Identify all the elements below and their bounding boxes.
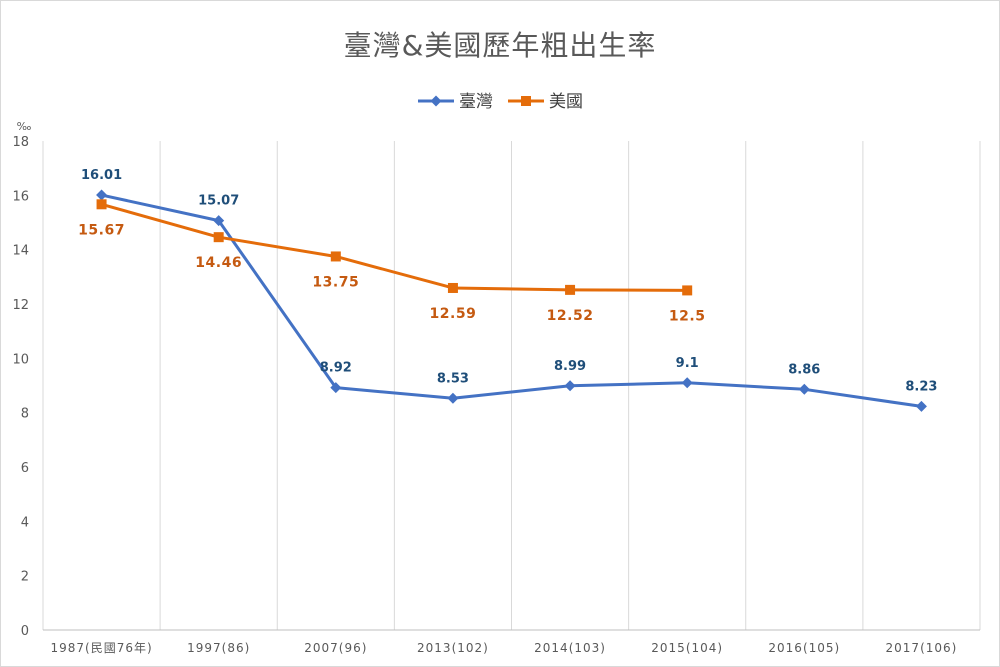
y-tick-label: 4 bbox=[21, 515, 29, 530]
data-label: 8.23 bbox=[905, 379, 937, 394]
data-point-marker bbox=[682, 285, 693, 296]
x-tick-label: 2015(104) bbox=[651, 641, 723, 655]
y-tick-label: 14 bbox=[12, 244, 29, 259]
y-tick-label: 0 bbox=[21, 624, 29, 639]
data-label: 13.75 bbox=[312, 274, 359, 290]
x-tick-label: 2013(102) bbox=[417, 641, 489, 655]
data-label: 12.59 bbox=[430, 306, 477, 322]
legend-label: 美國 bbox=[549, 92, 583, 112]
data-point-marker bbox=[213, 215, 225, 227]
x-tick-label: 2016(105) bbox=[768, 641, 840, 655]
data-point-marker bbox=[564, 380, 576, 392]
axes: 0 2 4 6 8 10 12 14 16 18 1987(民國76年) 1997(86) 2007(9… bbox=[12, 135, 980, 655]
y-axis-unit: ‰ bbox=[17, 120, 32, 133]
data-label: 12.52 bbox=[547, 308, 594, 324]
data-label: 9.1 bbox=[676, 356, 699, 371]
series-usa bbox=[96, 199, 693, 296]
data-point-marker bbox=[681, 377, 693, 389]
data-point-marker bbox=[430, 95, 442, 107]
x-tick-label: 2014(103) bbox=[534, 641, 606, 655]
data-label: 14.46 bbox=[195, 255, 242, 271]
y-tick-label: 6 bbox=[21, 461, 29, 476]
data-label: 15.67 bbox=[78, 222, 125, 238]
x-tick-label: 2007(96) bbox=[304, 641, 367, 655]
data-point-marker bbox=[521, 96, 531, 106]
legend-label: 臺灣 bbox=[459, 92, 493, 112]
data-label: 15.07 bbox=[198, 194, 239, 209]
data-point-marker bbox=[565, 284, 576, 295]
chart-title: 臺灣&美國歷年粗出生率 bbox=[344, 29, 657, 62]
data-point-marker bbox=[330, 382, 342, 394]
x-tick-label: 1997(86) bbox=[187, 641, 250, 655]
data-point-marker bbox=[96, 199, 107, 210]
data-label: 12.5 bbox=[669, 308, 706, 324]
data-point-marker bbox=[447, 392, 459, 404]
series-group bbox=[96, 189, 927, 412]
legend: 臺灣 美國 bbox=[418, 92, 583, 112]
y-tick-label: 2 bbox=[21, 570, 29, 585]
data-labels: 16.01 15.07 8.92 8.53 8.99 9.1 8.86 8.23 15.67 14… bbox=[78, 168, 937, 394]
data-label: 8.92 bbox=[320, 361, 352, 376]
data-point-marker bbox=[96, 189, 108, 201]
y-tick-label: 16 bbox=[12, 189, 29, 204]
legend-item-taiwan: 臺灣 bbox=[418, 92, 493, 112]
data-point-marker bbox=[915, 400, 927, 412]
data-point-marker bbox=[798, 383, 810, 395]
y-tick-label: 12 bbox=[12, 298, 29, 313]
y-tick-label: 18 bbox=[12, 135, 29, 150]
data-label: 8.53 bbox=[437, 371, 469, 386]
series-line bbox=[101, 202, 688, 292]
series-line bbox=[101, 193, 922, 408]
data-point-marker bbox=[447, 282, 458, 293]
data-label: 8.99 bbox=[554, 359, 586, 374]
legend-item-usa: 美國 bbox=[508, 92, 583, 112]
data-label: 8.86 bbox=[788, 362, 820, 377]
data-label: 16.01 bbox=[81, 168, 122, 183]
data-point-marker bbox=[213, 232, 224, 243]
y-tick-label: 8 bbox=[21, 407, 29, 422]
series-taiwan bbox=[96, 189, 927, 412]
data-point-marker bbox=[330, 251, 341, 262]
y-tick-label: 10 bbox=[12, 352, 29, 367]
x-tick-label: 1987(民國76年) bbox=[50, 641, 152, 655]
x-tick-label: 2017(106) bbox=[886, 641, 958, 655]
